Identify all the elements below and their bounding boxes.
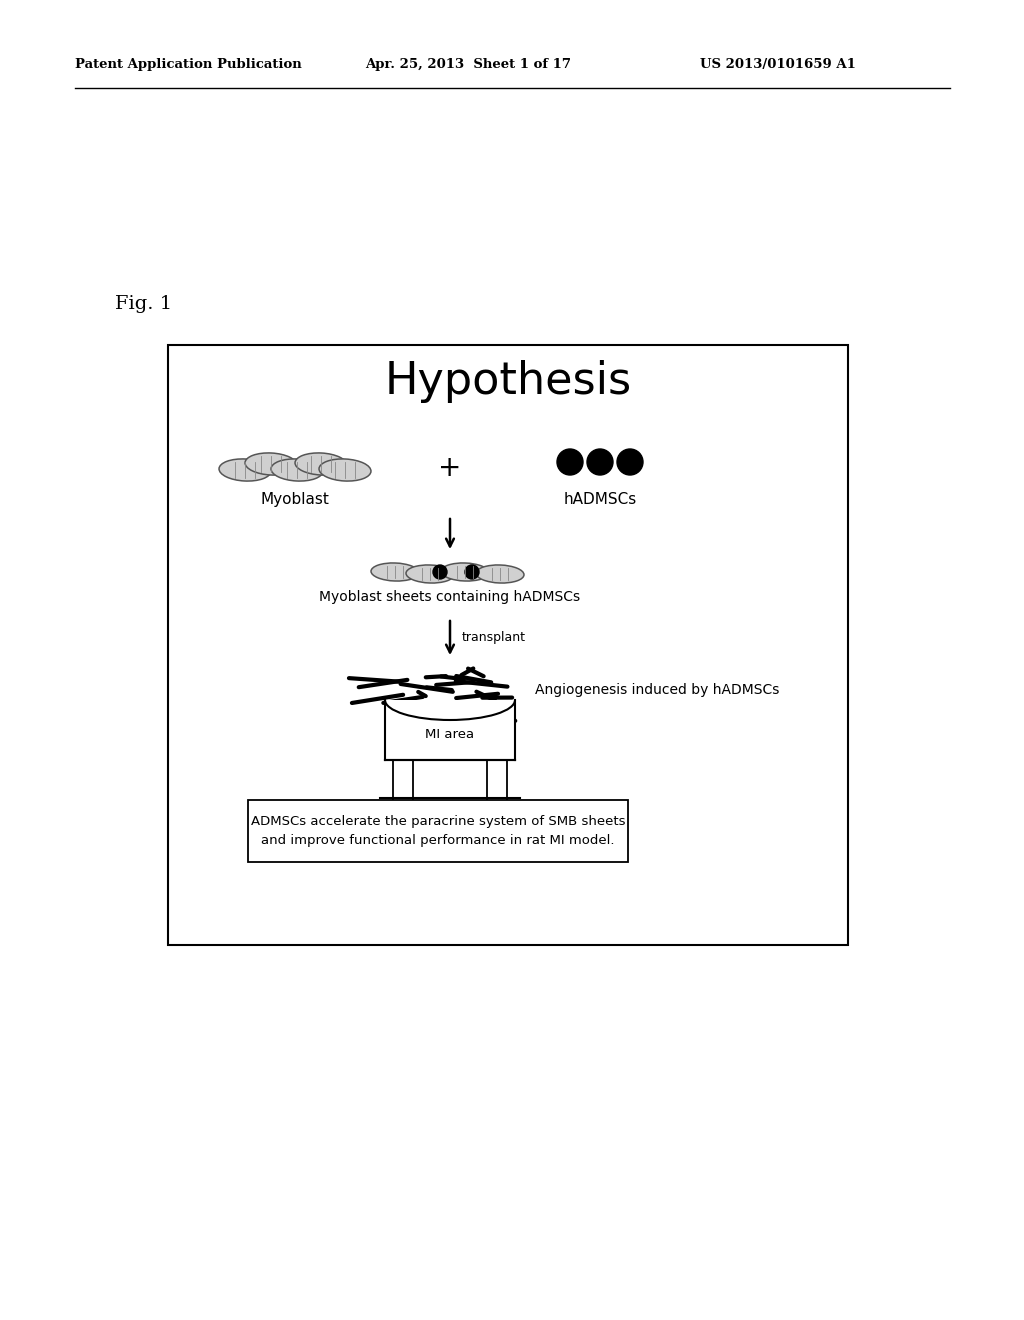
Ellipse shape bbox=[319, 459, 371, 480]
Ellipse shape bbox=[476, 565, 524, 583]
Text: MI area: MI area bbox=[425, 729, 474, 742]
Circle shape bbox=[587, 449, 613, 475]
Text: Patent Application Publication: Patent Application Publication bbox=[75, 58, 302, 71]
Text: ADMSCs accelerate the paracrine system of SMB sheets
and improve functional perf: ADMSCs accelerate the paracrine system o… bbox=[251, 814, 626, 847]
Text: Fig. 1: Fig. 1 bbox=[115, 294, 172, 313]
Ellipse shape bbox=[245, 453, 297, 475]
Circle shape bbox=[617, 449, 643, 475]
Text: Hypothesis: Hypothesis bbox=[384, 360, 632, 403]
Text: Angiogenesis induced by hADMSCs: Angiogenesis induced by hADMSCs bbox=[535, 682, 779, 697]
Text: US 2013/0101659 A1: US 2013/0101659 A1 bbox=[700, 58, 856, 71]
Bar bbox=[248, 800, 628, 862]
Text: Apr. 25, 2013  Sheet 1 of 17: Apr. 25, 2013 Sheet 1 of 17 bbox=[365, 58, 571, 71]
Bar bbox=[393, 760, 413, 799]
Circle shape bbox=[557, 449, 583, 475]
Text: Myoblast: Myoblast bbox=[260, 492, 330, 507]
Ellipse shape bbox=[295, 453, 347, 475]
Ellipse shape bbox=[371, 562, 419, 581]
Ellipse shape bbox=[441, 562, 489, 581]
Circle shape bbox=[465, 565, 479, 579]
Bar bbox=[385, 700, 515, 760]
Text: Myoblast sheets containing hADMSCs: Myoblast sheets containing hADMSCs bbox=[319, 590, 581, 605]
Bar bbox=[393, 799, 413, 822]
Circle shape bbox=[433, 565, 447, 579]
Text: +: + bbox=[438, 454, 462, 482]
Bar bbox=[487, 760, 507, 799]
Bar bbox=[487, 799, 507, 822]
Ellipse shape bbox=[219, 459, 271, 480]
Ellipse shape bbox=[406, 565, 454, 583]
Bar bbox=[168, 345, 848, 945]
Text: transplant: transplant bbox=[462, 631, 526, 644]
Ellipse shape bbox=[271, 459, 323, 480]
Text: hADMSCs: hADMSCs bbox=[563, 492, 637, 507]
